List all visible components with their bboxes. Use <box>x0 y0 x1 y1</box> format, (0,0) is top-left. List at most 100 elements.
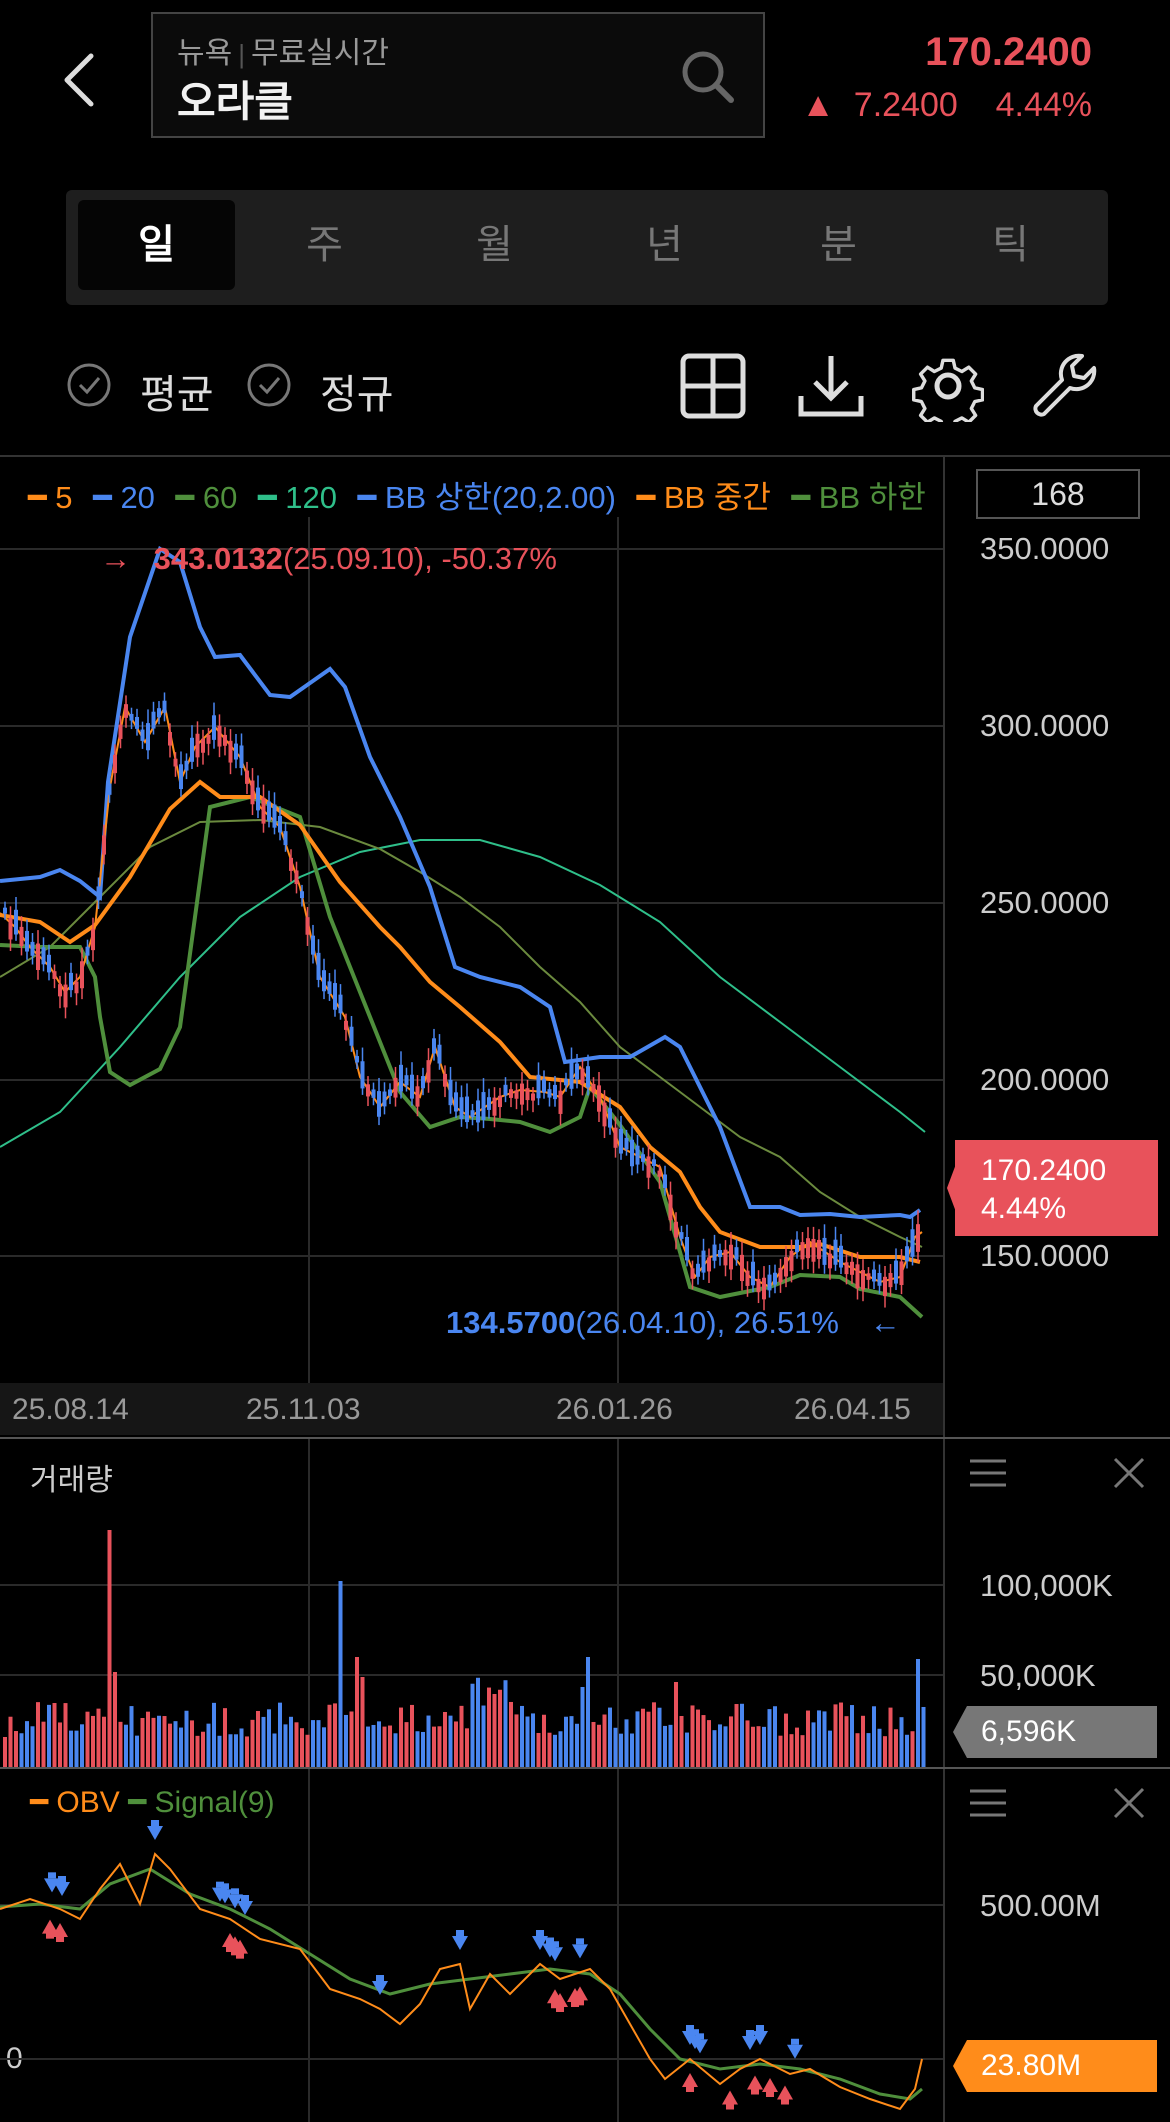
candle <box>536 1074 541 1099</box>
volume-bar <box>613 1727 618 1767</box>
volume-value-badge: 6,596K <box>967 1706 1157 1758</box>
volume-bar <box>646 1711 651 1767</box>
stock-search-box[interactable]: 뉴욕 | 무료실시간 오라클 <box>151 12 765 138</box>
average-check-icon[interactable] <box>66 362 112 408</box>
volume-bar <box>393 1733 398 1767</box>
tab-year[interactable]: 년 <box>646 223 683 267</box>
candle <box>426 1060 431 1083</box>
candle <box>278 815 282 833</box>
candle <box>437 1044 442 1064</box>
stock-name: 오라클 <box>177 78 293 125</box>
volume-bar <box>663 1725 667 1767</box>
candle <box>432 1038 436 1054</box>
sell-marker <box>787 2044 803 2059</box>
download-icon[interactable] <box>795 350 867 422</box>
volume-bar <box>223 1708 227 1767</box>
candle <box>734 1247 739 1260</box>
close-icon[interactable] <box>1112 1456 1146 1490</box>
price-chart[interactable] <box>0 457 943 1383</box>
volume-bar <box>696 1709 700 1767</box>
volume-bar <box>371 1724 376 1767</box>
sell-marker-stem <box>536 1930 544 1936</box>
sell-marker <box>692 2039 708 2054</box>
volume-chart[interactable] <box>0 1439 943 1767</box>
volume-bar <box>641 1708 645 1767</box>
volume-bar <box>745 1720 750 1767</box>
legend-ma120: ━ 120 <box>257 480 337 515</box>
tab-week[interactable]: 주 <box>306 223 343 267</box>
wrench-icon[interactable] <box>1030 350 1102 422</box>
volume-bar <box>234 1734 238 1767</box>
volume-bar <box>487 1687 491 1767</box>
volume-bar <box>69 1730 73 1767</box>
volume-bar <box>817 1710 821 1767</box>
gear-icon[interactable] <box>912 350 984 422</box>
volume-bar <box>58 1722 62 1767</box>
candle <box>371 1089 376 1098</box>
volume-bar <box>509 1701 513 1767</box>
candle <box>855 1264 860 1289</box>
tab-month[interactable]: 월 <box>476 223 513 267</box>
sell-marker <box>237 1901 253 1915</box>
current-price-badge: 170.2400 4.44% <box>955 1140 1158 1236</box>
volume-bar <box>432 1726 436 1767</box>
back-arrow-icon[interactable] <box>55 50 105 110</box>
sell-marker-stem <box>151 1820 159 1826</box>
volume-bar <box>822 1711 827 1767</box>
sell-marker-stem <box>456 1930 464 1936</box>
candle <box>69 972 73 991</box>
candle <box>492 1097 497 1116</box>
volume-bar <box>591 1721 596 1767</box>
signal-line <box>0 1867 923 2101</box>
candle <box>316 952 321 980</box>
regular-check-icon[interactable] <box>246 362 292 408</box>
volume-bar <box>327 1704 332 1767</box>
volume-bar <box>421 1731 425 1767</box>
candle <box>454 1092 458 1112</box>
candle <box>503 1084 508 1096</box>
tab-tick[interactable]: 틱 <box>992 223 1029 267</box>
candle <box>701 1250 706 1273</box>
sell-marker-stem <box>691 2029 699 2036</box>
volume-bar <box>47 1704 51 1767</box>
sell-marker <box>227 1894 243 1909</box>
candle <box>239 745 244 769</box>
period-tabs: 일 주 월 년 분 틱 <box>66 190 1108 305</box>
candle <box>894 1260 898 1284</box>
candle <box>256 787 260 811</box>
volume-bar <box>877 1728 882 1767</box>
grid-icon[interactable] <box>677 350 749 422</box>
regular-label[interactable]: 정규 <box>320 373 394 417</box>
candle <box>228 740 233 763</box>
search-icon[interactable] <box>679 48 735 104</box>
close-icon[interactable] <box>1112 1786 1146 1820</box>
volume-panel-title: 거래량 <box>30 1464 113 1497</box>
candle <box>778 1267 783 1283</box>
tab-day[interactable]: 일 <box>78 200 235 290</box>
volume-bar <box>448 1715 453 1767</box>
buy-marker-stem <box>556 2006 564 2012</box>
candle <box>261 797 266 824</box>
volume-bar <box>481 1705 486 1767</box>
obv-chart[interactable] <box>0 1769 943 2122</box>
candle <box>377 1091 381 1117</box>
volume-bar <box>113 1672 117 1767</box>
volume-bar <box>685 1732 689 1767</box>
candle <box>448 1079 453 1106</box>
volume-bar <box>690 1705 695 1767</box>
candle <box>305 917 310 935</box>
candle <box>212 715 216 740</box>
menu-icon[interactable] <box>970 1788 1006 1818</box>
candle <box>382 1091 387 1107</box>
volume-bar <box>250 1719 255 1767</box>
candle <box>514 1090 519 1099</box>
sell-marker-stem <box>231 1888 239 1895</box>
candle <box>822 1237 827 1265</box>
candle <box>267 801 271 821</box>
average-label[interactable]: 평균 <box>140 373 214 417</box>
menu-icon[interactable] <box>970 1458 1006 1488</box>
visible-count-box[interactable]: 168 <box>976 469 1140 519</box>
buy-marker-stem <box>46 1932 54 1939</box>
buy-marker <box>722 2090 738 2105</box>
tab-minute[interactable]: 분 <box>820 223 857 267</box>
